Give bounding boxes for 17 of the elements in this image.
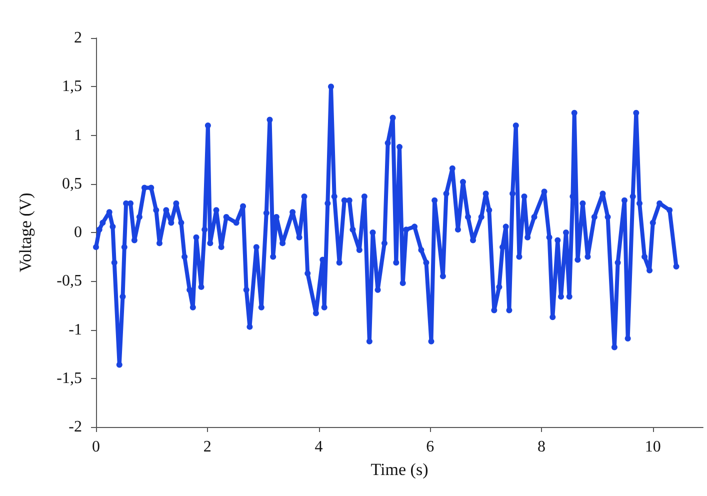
y-tick-label: -0,5 bbox=[56, 272, 82, 290]
y-tick-label: 0,5 bbox=[62, 175, 82, 192]
y-tick-label: 0 bbox=[74, 224, 82, 241]
x-tick-label: 10 bbox=[644, 438, 661, 456]
x-tick-label: 0 bbox=[92, 438, 100, 456]
y-tick-label: 1 bbox=[74, 126, 82, 144]
y-tick-label: 2 bbox=[74, 30, 82, 46]
x-tick-label: 8 bbox=[538, 438, 546, 456]
x-tick-label: 2 bbox=[203, 438, 212, 456]
y-tick-label: -1 bbox=[68, 321, 82, 338]
x-axis-title: Time (s) bbox=[370, 460, 428, 479]
x-tick-label: 6 bbox=[426, 438, 434, 456]
y-tick-label: -1,5 bbox=[56, 370, 82, 387]
y-tick-label: 1,5 bbox=[62, 78, 82, 96]
x-tick-label: 4 bbox=[314, 438, 323, 456]
y-axis-title: Voltage (V) bbox=[16, 192, 35, 272]
y-tick-label: -2 bbox=[68, 418, 82, 436]
